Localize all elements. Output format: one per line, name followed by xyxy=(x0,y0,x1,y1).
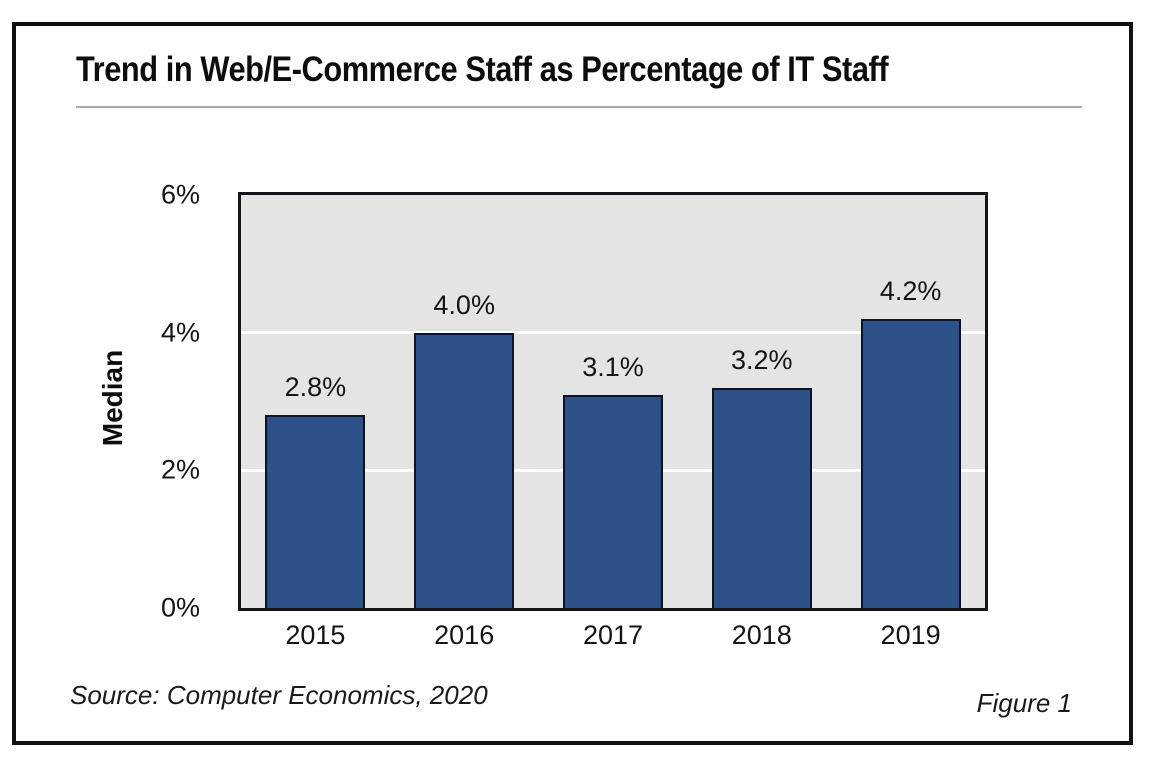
x-tick-2017: 2017 xyxy=(582,620,644,650)
y-axis-ticks: 0% 2% 4% 6% xyxy=(100,180,200,623)
bar-value-label-2017: 3.1% xyxy=(582,351,644,382)
x-tick-2019: 2019 xyxy=(880,620,941,650)
bar-value-label-2018: 3.2% xyxy=(731,344,793,375)
bar-value-label-2016: 4.0% xyxy=(433,289,495,320)
title-divider xyxy=(76,106,1082,108)
bar-value-label-2015: 2.8% xyxy=(284,372,347,403)
x-tick-2018: 2018 xyxy=(731,620,792,650)
y-tick-4%: 4% xyxy=(160,317,200,348)
x-axis-ticks: 2015 2016 2017 2018 2019 xyxy=(241,620,985,654)
bar-2019 xyxy=(860,318,961,608)
y-tick-6%: 6% xyxy=(160,179,200,210)
x-tick-2016: 2016 xyxy=(434,620,495,650)
source-note: Source: Computer Economics, 2020 xyxy=(70,680,488,710)
chart-title: Trend in Web/E-Commerce Staff as Percent… xyxy=(76,50,999,90)
chart-title-text: Trend in Web/E-Commerce Staff as Percent… xyxy=(76,50,889,89)
figure-number: Figure 1 xyxy=(976,688,1072,718)
plot-area: 2.8% 4.0% 3.1% 3.2% 4.2% xyxy=(238,192,988,611)
bar-2017 xyxy=(563,394,663,608)
bar-value-label-2019: 4.2% xyxy=(879,275,942,306)
bar-2015 xyxy=(265,415,366,608)
y-tick-2%: 2% xyxy=(160,454,200,485)
bar-2016 xyxy=(414,332,515,608)
y-tick-0%: 0% xyxy=(160,592,200,623)
bar-2018 xyxy=(711,387,812,608)
x-tick-2015: 2015 xyxy=(285,620,346,650)
gridline-4% xyxy=(241,331,985,335)
